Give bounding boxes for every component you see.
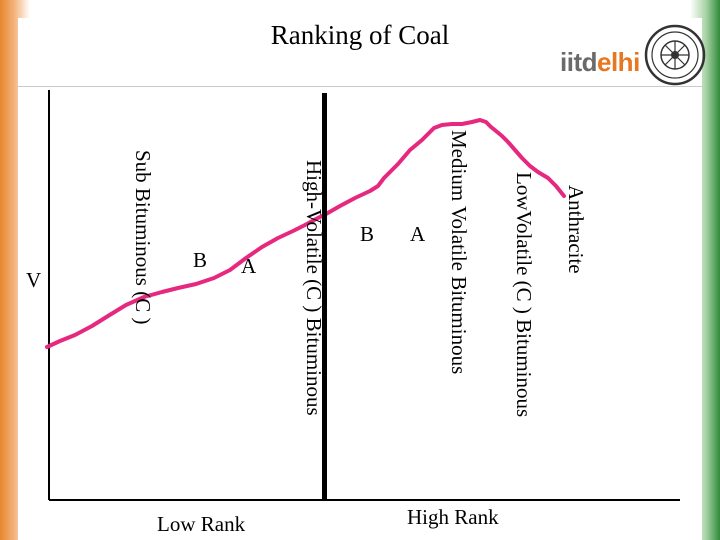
logo-text-right: elhi: [597, 47, 640, 77]
slide-canvas: [18, 18, 702, 540]
low-volatile-bituminous-label: LowVolatile (C ) Bituminous: [512, 172, 536, 418]
slide-title: Ranking of Coal: [270, 20, 450, 50]
anthracite-label: Anthracite: [564, 185, 588, 274]
sub-bituminous-label: Sub Bituminous (C ): [131, 150, 155, 325]
logo-text-left: iitd: [560, 47, 598, 77]
iitd-logo-text: iitdelhi: [560, 47, 640, 78]
rank-boundary-line: [322, 93, 327, 500]
high-rank-axis-label: High Rank: [407, 505, 499, 529]
sub-bituminous-b-label: B: [193, 248, 208, 272]
institute-seal-logo: [644, 24, 706, 86]
rank-curve: [45, 118, 566, 349]
header-divider: [18, 86, 702, 87]
high-volatile-b-label: B: [360, 222, 375, 246]
medium-volatile-bituminous-label: Medium Volatile Bituminous: [447, 130, 471, 375]
lignite-v-label: V: [26, 268, 42, 292]
high-volatile-a-label: A: [410, 222, 426, 246]
high-volatile-bituminous-label: High-Volatile (C ) Bituminous: [302, 160, 326, 416]
low-rank-axis-label: Low Rank: [157, 512, 246, 536]
sub-bituminous-a-label: A: [241, 254, 257, 278]
